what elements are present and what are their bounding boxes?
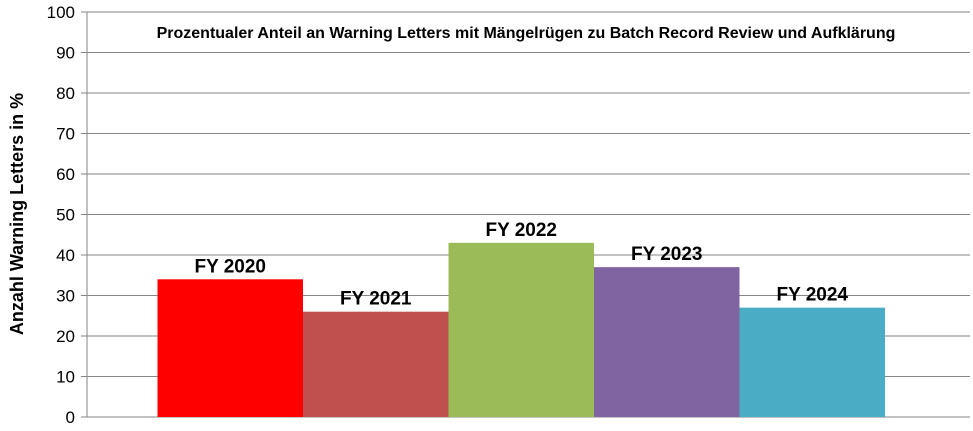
bar-data-labels: FY 2020 FY 2021 FY 2022 FY 2023 FY 2024	[195, 220, 849, 310]
bar-fy-2020	[157, 279, 303, 417]
y-tick-label: 40	[56, 246, 75, 265]
y-tick-label: 100	[47, 3, 75, 22]
y-tick-label: 60	[56, 165, 75, 184]
y-tick-labels: 0 10 20 30 40 50 60 70 80 90 100	[47, 3, 75, 427]
y-tick-label: 10	[56, 368, 75, 387]
bar-label: FY 2020	[195, 256, 266, 277]
bar-label: FY 2021	[340, 289, 412, 310]
bar-label: FY 2022	[486, 220, 557, 241]
y-axis-title: Anzahl Warning Letters in %	[7, 93, 27, 335]
bar-label: FY 2023	[631, 244, 702, 265]
y-tick-label: 30	[56, 287, 75, 306]
y-tick-label: 20	[56, 327, 75, 346]
bars	[157, 242, 885, 417]
bar-fy-2023	[594, 267, 740, 417]
bar-fy-2021	[303, 311, 449, 417]
bar-label: FY 2024	[777, 285, 849, 306]
y-tick-label: 80	[56, 84, 75, 103]
y-tick-label: 90	[56, 44, 75, 63]
y-tick-label: 50	[56, 206, 75, 225]
chart-title: Prozentualer Anteil an Warning Letters m…	[157, 25, 896, 42]
y-tick-label: 70	[56, 125, 75, 144]
y-tick-label: 0	[66, 408, 75, 427]
bar-fy-2022	[448, 242, 594, 417]
bar-fy-2024	[739, 307, 885, 417]
